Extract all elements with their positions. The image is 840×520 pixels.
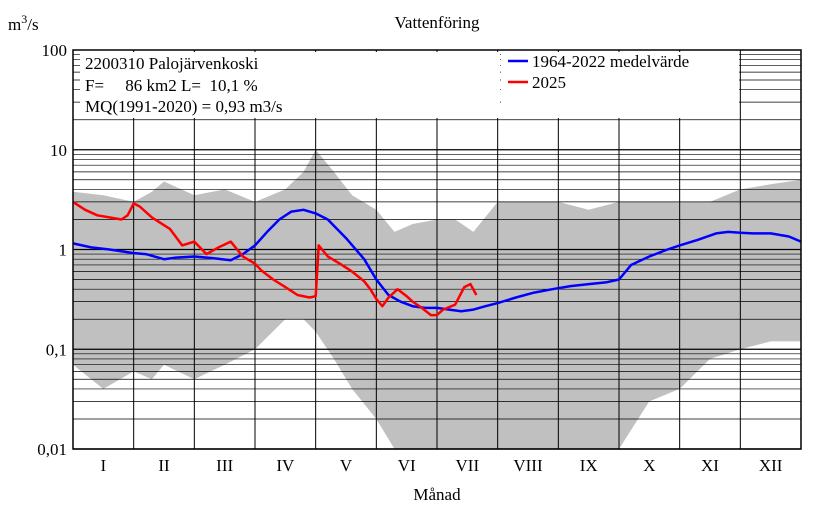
legend-label-2025: 2025 <box>532 73 566 92</box>
y-tick-label: 0,1 <box>46 340 67 359</box>
y-axis-label: m3/s <box>8 12 39 34</box>
station-area: F= 86 km2 L= 10,1 % <box>85 76 258 95</box>
x-tick-label: IV <box>276 456 295 475</box>
y-tick-label: 0,01 <box>37 440 67 459</box>
x-tick-label: II <box>158 456 170 475</box>
x-tick-label: XI <box>701 456 719 475</box>
x-tick-label: V <box>340 456 353 475</box>
chart-title: Vattenföring <box>395 13 480 32</box>
x-tick-label: I <box>100 456 106 475</box>
y-axis-label-base: m <box>8 15 21 34</box>
x-tick-label: VI <box>398 456 416 475</box>
x-axis-label: Månad <box>413 485 461 504</box>
y-tick-label: 1 <box>59 241 68 260</box>
y-tick-label: 100 <box>42 41 68 60</box>
x-tick-label: VII <box>456 456 480 475</box>
plot-frame <box>72 49 802 450</box>
y-axis-label-tail: /s <box>27 15 38 34</box>
x-tick-label: XII <box>759 456 783 475</box>
y-tick-label: 10 <box>50 141 67 160</box>
series-line-2025 <box>72 200 478 317</box>
x-tick-label: IX <box>580 456 598 475</box>
legend-label-mean: 1964-2022 medelvärde <box>532 52 689 71</box>
y-axis-label-exp: 3 <box>21 12 27 26</box>
info-box-bg <box>80 52 500 118</box>
station-mq: MQ(1991-2020) = 0,93 m3/s <box>85 97 283 116</box>
x-tick-label: VIII <box>513 456 543 475</box>
station-name: 2200310 Palojärvenkoski <box>85 54 259 73</box>
legend-bg <box>501 52 739 118</box>
x-tick-label: X <box>643 456 655 475</box>
series-line-1964-2022-medelv-rde <box>72 208 802 313</box>
x-tick-label: III <box>216 456 233 475</box>
